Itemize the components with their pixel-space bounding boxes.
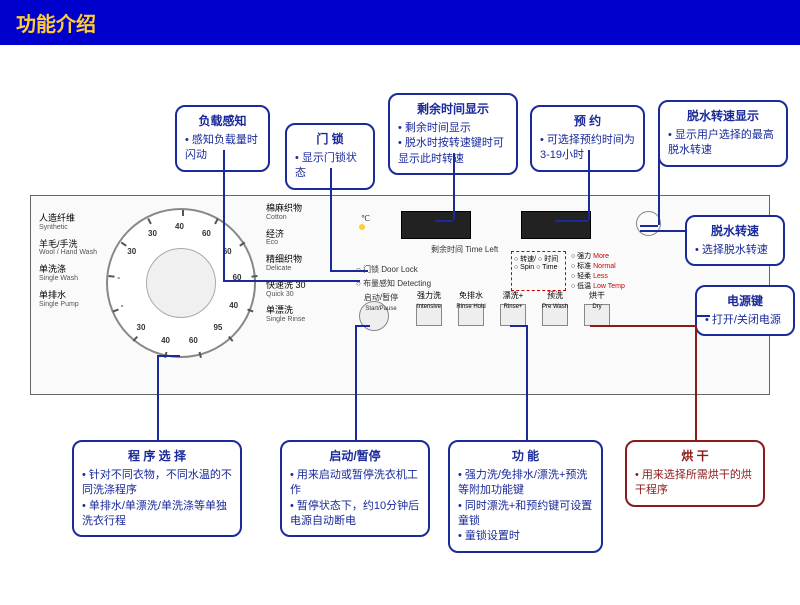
start-pause-label: 启动/暂停Start/Pause — [351, 292, 411, 312]
program-item: 棉麻织物Cotton — [266, 204, 306, 222]
callout-title: 启动/暂停 — [290, 448, 420, 465]
program-dial[interactable]: 406060604095604030--3030 — [106, 208, 256, 358]
program-list-left: 人造纤维Synthetic 羊毛/手洗Wool / Hand Wash 单洗涤Sin… — [39, 214, 97, 316]
dial-temp: 95 — [213, 323, 222, 332]
callout-item: 选择脱水转速 — [695, 243, 775, 258]
dial-temp: 30 — [137, 323, 146, 332]
callout-title: 程 序 选 择 — [82, 448, 232, 465]
detecting-label: ○ 布量感知 Detecting — [356, 278, 431, 289]
dial-knob[interactable] — [146, 248, 216, 318]
callout-start_pause: 启动/暂停用来启动或暂停洗衣机工作暂停状态下，约10分钟后电源自动断电 — [280, 440, 430, 537]
callout-item: 童锁设置时 — [458, 529, 593, 544]
dial-temp: 40 — [229, 301, 238, 310]
callout-title: 电源键 — [705, 293, 785, 310]
program-item: 人造纤维Synthetic — [39, 214, 97, 232]
program-item: 经济Eco — [266, 230, 306, 248]
callout-item: 剩余时间显示 — [398, 121, 508, 136]
button-label: 烘干Dry — [582, 290, 612, 310]
callout-item: 单排水/单漂洗/单洗涤等单独洗衣行程 — [82, 499, 232, 530]
callout-title: 门 锁 — [295, 131, 365, 148]
callout-title: 预 约 — [540, 113, 635, 130]
button-label: 漂洗+Rinse+ — [498, 290, 528, 310]
dial-temp: 30 — [148, 229, 157, 238]
diagram-stage: 人造纤维Synthetic 羊毛/手洗Wool / Hand Wash 单洗涤Sin… — [0, 45, 800, 605]
callout-title: 脱水转速显示 — [668, 108, 778, 125]
program-item: 快速洗 30Quick 30 — [266, 281, 306, 299]
program-item: 羊毛/手洗Wool / Hand Wash — [39, 240, 97, 258]
display-reserve — [521, 211, 591, 239]
program-item: 单洗涤Single Wash — [39, 265, 97, 283]
callout-item: 强力洗/免排水/漂洗+预洗等附加功能键 — [458, 468, 593, 499]
button-label: 强力洗Intensive — [414, 290, 444, 310]
button-label: 免排水Rinse Hold — [456, 290, 486, 310]
callout-item: 针对不同衣物，不同水温的不同洗涤程序 — [82, 468, 232, 499]
time-left-label: 剩余时间 Time Left — [431, 244, 498, 255]
callout-spin_disp: 脱水转速显示显示用户选择的最高脱水转速 — [658, 100, 788, 167]
program-item: 精细织物Delicate — [266, 255, 306, 273]
callout-item: 打开/关闭电源 — [705, 313, 785, 328]
callout-spin_speed: 脱水转速选择脱水转速 — [685, 215, 785, 266]
callout-title: 负载感知 — [185, 113, 260, 130]
callout-item: 同时漂洗+和预约键可设置童锁 — [458, 499, 593, 530]
indicator-dot — [359, 224, 365, 230]
dial-temp: 40 — [161, 336, 170, 345]
callout-title: 烘 干 — [635, 448, 755, 465]
control-panel: 人造纤维Synthetic 羊毛/手洗Wool / Hand Wash 单洗涤Sin… — [30, 195, 770, 395]
callout-item: 用来选择所需烘干的烘干程序 — [635, 468, 755, 499]
callout-power: 电源键打开/关闭电源 — [695, 285, 795, 336]
callout-functions: 功 能强力洗/免排水/漂洗+预洗等附加功能键同时漂洗+和预约键可设置童锁童锁设置… — [448, 440, 603, 553]
display-time — [401, 211, 471, 239]
callout-dry: 烘 干用来选择所需烘干的烘干程序 — [625, 440, 765, 507]
callout-title: 功 能 — [458, 448, 593, 465]
callout-prog_sel: 程 序 选 择针对不同衣物，不同水温的不同洗涤程序单排水/单漂洗/单洗涤等单独洗… — [72, 440, 242, 537]
page-title: 功能介绍 — [16, 14, 96, 36]
callout-title: 脱水转速 — [695, 223, 775, 240]
dial-temp: 30 — [127, 247, 136, 256]
program-item: 单排水Single Pump — [39, 291, 97, 309]
temp-c-label: ℃ — [361, 214, 370, 223]
dial-temp: - — [121, 301, 124, 310]
levels-side: ○ 强力 More○ 标准 Normal○ 轻柔 Less○ 低温 Low Te… — [571, 251, 625, 291]
levels-box: ○ 转速/ ○ 时间○ Spin ○ Time — [511, 251, 566, 291]
button-label: 预洗Pre Wash — [540, 290, 570, 310]
callout-item: 暂停状态下，约10分钟后电源自动断电 — [290, 499, 420, 530]
program-item: 单漂洗Single Rinse — [266, 306, 306, 324]
program-list-right: 棉麻织物Cotton 经济Eco 精细织物Delicate 快速洗 30Quick 3… — [266, 204, 306, 332]
dial-temp: 40 — [175, 222, 184, 231]
callout-item: 显示用户选择的最高脱水转速 — [668, 128, 778, 159]
page-header: 功能介绍 — [0, 0, 800, 45]
callout-item: 用来启动或暂停洗衣机工作 — [290, 468, 420, 499]
dial-temp: 60 — [189, 336, 198, 345]
dial-temp: - — [117, 273, 120, 282]
callout-title: 剩余时间显示 — [398, 101, 508, 118]
dial-temp: 60 — [202, 229, 211, 238]
